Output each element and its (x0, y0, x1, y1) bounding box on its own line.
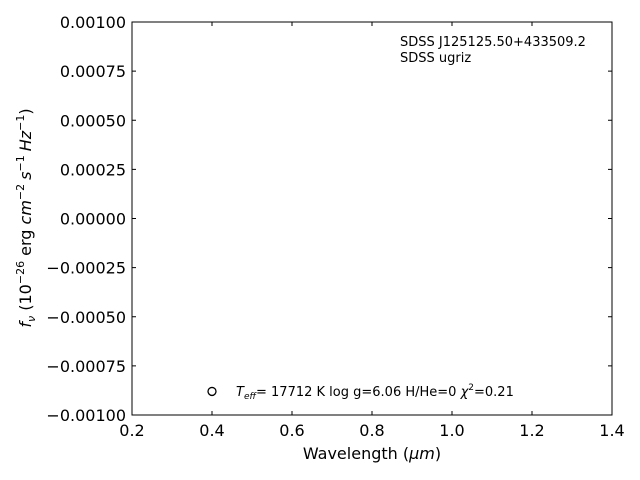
x-tick-label: 0.4 (199, 421, 224, 440)
x-tick-label: 1.2 (519, 421, 544, 440)
y-label-erg: erg (16, 224, 35, 260)
y-tick-label: −0.00075 (46, 357, 126, 376)
legend-text: Teff= 17712 K log g=6.06 H/He=0 χ2=0.21 (236, 383, 514, 402)
x-tick-label: 0.2 (119, 421, 144, 440)
object-name: SDSS J125125.50+433509.2 (400, 35, 586, 50)
y-label-exp2: −2 (14, 184, 27, 200)
teff-symbol: T (236, 385, 245, 400)
x-axis-label-main: Wavelength ( (303, 444, 409, 463)
teff-subscript: eff (244, 392, 258, 402)
legend-marker (207, 386, 217, 397)
chi-symbol: χ (460, 385, 470, 400)
y-tick-label: 0.00025 (60, 160, 126, 179)
plot-area (131, 21, 613, 416)
chi-value: =0.21 (474, 385, 514, 400)
x-tick-label: 1.4 (599, 421, 624, 440)
y-tick-label: 0.00050 (60, 111, 126, 130)
y-label-f: f (16, 320, 35, 328)
y-tick-label: 0.00075 (60, 62, 126, 81)
x-axis-label: Wavelength (μm) (303, 444, 441, 463)
y-tick-label: −0.00025 (46, 259, 126, 278)
y-label-close: ) (16, 108, 35, 114)
y-label-cm: cm (16, 200, 35, 224)
y-label-s: s (16, 172, 35, 180)
y-label-open: (10 (16, 284, 35, 316)
y-label-exp4: −1 (14, 115, 27, 131)
y-label-exp1: −26 (14, 261, 27, 284)
x-tick-label: 0.6 (279, 421, 304, 440)
y-tick-label: −0.00050 (46, 308, 126, 327)
fit-parameters: = 17712 K log g=6.06 H/He=0 (256, 385, 461, 400)
chi-superscript: 2 (468, 383, 474, 393)
y-tick-label: −0.00100 (46, 406, 126, 425)
y-label-hz: Hz (16, 130, 35, 151)
y-axis-label: fν (10−26 erg cm−2s−1Hz−1) (14, 108, 38, 327)
x-tick-label: 1.0 (439, 421, 464, 440)
y-tick-label: 0.00000 (60, 210, 126, 229)
y-label-exp3: −1 (14, 155, 27, 171)
x-axis-label-close: ) (435, 444, 441, 463)
x-axis-label-unit: μm (408, 444, 435, 463)
y-tick-label: 0.00100 (60, 13, 126, 32)
photometry-label: SDSS ugriz (400, 51, 471, 66)
y-label-nu: ν (25, 316, 38, 322)
axis-ticks (131, 21, 613, 416)
x-tick-label: 0.8 (359, 421, 384, 440)
